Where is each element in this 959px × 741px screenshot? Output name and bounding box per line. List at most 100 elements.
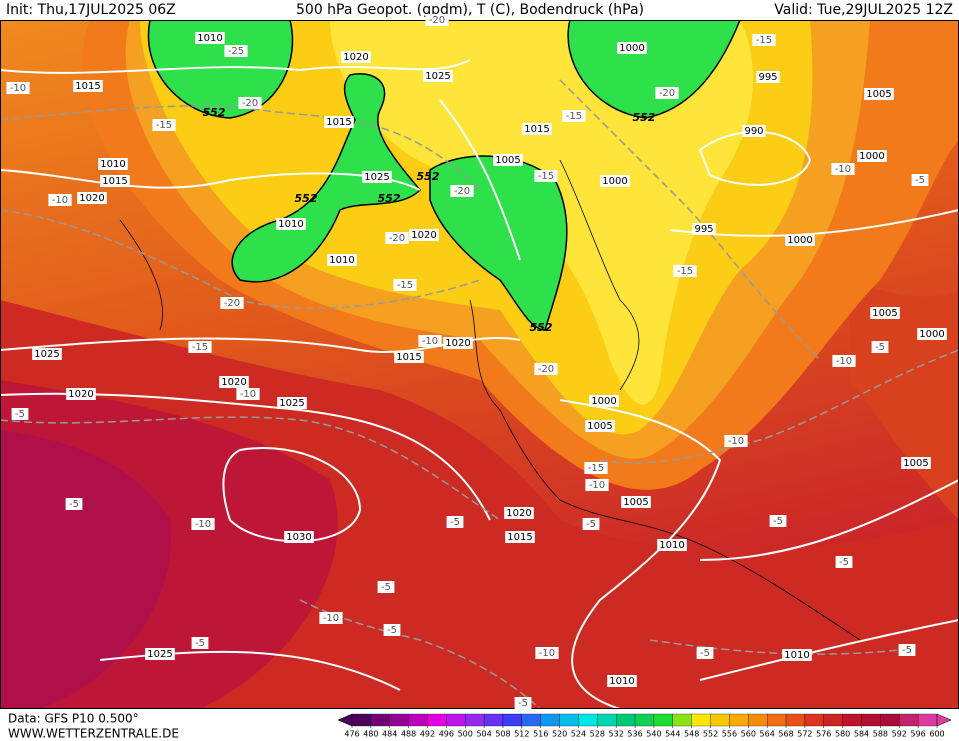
colorbar-cell	[729, 713, 749, 727]
pressure-label: 1025	[425, 71, 450, 82]
temperature-label-box	[673, 265, 697, 277]
temperature-label-box	[383, 624, 401, 636]
temperature-label: -15	[156, 120, 172, 131]
temperature-label: -10	[323, 613, 339, 624]
colorbar-cell	[578, 713, 598, 727]
temperature-label: -15	[566, 111, 582, 122]
temperature-label: -5	[387, 625, 397, 636]
temperature-label-box	[584, 462, 608, 474]
temperature-label-box	[911, 174, 929, 186]
temperature-label-box	[562, 110, 586, 122]
colorbar-tick-label: 520	[552, 730, 567, 739]
colorbar-tick-label: 552	[703, 730, 718, 739]
pressure-label-box	[276, 218, 306, 230]
colorbar-tick-label: 528	[590, 730, 605, 739]
pressure-label: 1000	[787, 235, 812, 246]
pressure-label: 1025	[279, 398, 304, 409]
temperature-label-box	[534, 363, 558, 375]
temperature-label-box	[769, 515, 787, 527]
pressure-label-box	[785, 234, 815, 246]
colorbar-tick-label: 484	[382, 730, 397, 739]
colorbar-cell	[804, 713, 824, 727]
pressure-label-box	[32, 348, 62, 360]
temperature-label-box	[236, 388, 260, 400]
pressure-label: 995	[758, 72, 777, 83]
pressure-label: 1025	[147, 649, 172, 660]
colorbar-tick-label: 568	[778, 730, 793, 739]
temperature-label-box	[65, 498, 83, 510]
isotherms	[0, 79, 959, 709]
pressure-label-box	[77, 192, 107, 204]
pressure-label: 1000	[602, 176, 627, 187]
pressure-label: 1000	[591, 396, 616, 407]
temperature-label-box	[514, 697, 532, 709]
temperature-label: -5	[773, 516, 783, 527]
pressure-label-box	[607, 675, 637, 687]
colorbar-arrow	[936, 713, 952, 727]
pressure-label-box	[857, 150, 887, 162]
colorbar-tick-label: 532	[609, 730, 624, 739]
temperature-label: -5	[902, 645, 912, 656]
colorbar-tick-label: 524	[571, 730, 586, 739]
pressure-label-box	[742, 125, 766, 137]
low-green	[147, 20, 294, 119]
pressure-label: 1000	[859, 151, 884, 162]
init-time: Init: Thu,17JUL2025 06Z	[6, 2, 176, 18]
pressure-label: 1005	[866, 89, 891, 100]
pressure-label: 1015	[75, 81, 100, 92]
temperature-label: -15	[192, 342, 208, 353]
colorbar-cell	[917, 713, 938, 727]
pressure-label-box	[219, 376, 249, 388]
temperature-label-box	[446, 516, 464, 528]
temperature-label: -15	[677, 266, 693, 277]
temperature-label: -20	[538, 364, 554, 375]
map-area	[0, 20, 959, 709]
colorbar: 476 480 484 488 492 496 500 504 508 512 516 520 524 5…	[337, 713, 952, 739]
temperature-label: -5	[586, 519, 596, 530]
temperature-label: -5	[518, 698, 528, 709]
temperature-label: -10	[422, 336, 438, 347]
pressure-label-box	[585, 420, 615, 432]
pressure-label: 1005	[872, 308, 897, 319]
temperature-label-box	[425, 14, 449, 26]
colorbar-cell	[880, 713, 900, 727]
temperature-label: -20	[224, 298, 240, 309]
temperature-label-box	[696, 647, 714, 659]
pressure-label-box	[327, 254, 357, 266]
temperature-label: -15	[756, 35, 772, 46]
pressure-label-box	[277, 397, 307, 409]
colorbar-tick-label: 600	[929, 730, 944, 739]
pressure-label: 1025	[364, 172, 389, 183]
colorbar-tick-label: 564	[760, 730, 775, 739]
colorbar-cell	[672, 713, 692, 727]
temperature-label: -10	[195, 519, 211, 530]
pressure-label-box	[505, 531, 535, 543]
pressure-label-box	[504, 507, 534, 519]
data-source: Data: GFS P10 0.500°	[8, 712, 139, 726]
pressure-label: 1030	[286, 532, 311, 543]
map-labels: 1010 1020 1025 1000 995 1005 1015 990 1015 1015 10…	[6, 14, 947, 709]
colorbar-cell	[446, 713, 466, 727]
temperature-label: -5	[450, 517, 460, 528]
colorbar-tick-label: 560	[741, 730, 756, 739]
pressure-label-box	[901, 457, 931, 469]
coastline	[119, 159, 861, 641]
height-label: 552	[417, 170, 440, 183]
temperature-label: -20	[659, 88, 675, 99]
pressure-label-box	[394, 351, 424, 363]
pressure-label-box	[493, 154, 523, 166]
pressure-label-box	[409, 229, 439, 241]
pressure-label: 1020	[506, 508, 531, 519]
colorbar-cell	[597, 713, 617, 727]
pressure-label: 1010	[100, 159, 125, 170]
pressure-label-box	[324, 116, 354, 128]
colorbar-tick-label: 596	[910, 730, 925, 739]
temperature-label-box	[224, 45, 248, 57]
colorbar-tick-label: 508	[495, 730, 510, 739]
colorbar-cell	[616, 713, 636, 727]
colorbar-cell	[351, 713, 372, 727]
temperature-label-box	[418, 335, 442, 347]
pressure-label: 1005	[903, 458, 928, 469]
temperature-label: -10	[10, 83, 26, 94]
